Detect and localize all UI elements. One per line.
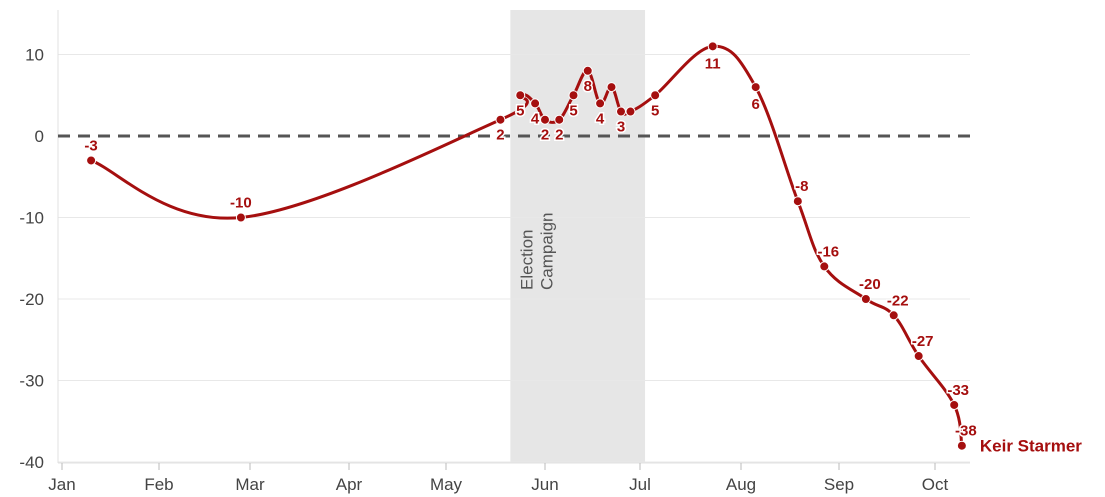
- data-point: [949, 399, 960, 410]
- data-point: [625, 106, 636, 117]
- data-label: 3: [617, 119, 625, 136]
- data-label: 4: [531, 110, 540, 127]
- data-label: -8: [795, 178, 808, 195]
- data-point: [515, 90, 526, 101]
- x-tick-label: Oct: [922, 475, 949, 494]
- x-tick-label: Mar: [235, 475, 265, 494]
- y-tick-label: 0: [35, 127, 44, 146]
- data-point: [750, 82, 761, 93]
- x-tick-label: Jan: [48, 475, 75, 494]
- y-tick-label: -40: [19, 453, 44, 472]
- data-label: -3: [84, 137, 97, 154]
- data-point: [568, 90, 579, 101]
- x-tick-label: May: [430, 475, 463, 494]
- data-point: [540, 114, 550, 125]
- data-point: [956, 440, 967, 451]
- series-name-label: Keir Starmer: [980, 437, 1082, 456]
- data-label: 5: [516, 102, 524, 119]
- x-tick-label: Jun: [531, 475, 558, 494]
- data-label: -22: [887, 292, 909, 309]
- data-label: -10: [230, 195, 252, 212]
- x-tick-label: Sep: [824, 475, 854, 494]
- y-tick-label: -20: [19, 290, 44, 309]
- data-point: [554, 114, 565, 125]
- data-label: 8: [584, 78, 592, 95]
- x-tick-label: Jul: [629, 475, 651, 494]
- data-point: [530, 98, 541, 109]
- x-tick-label: Feb: [144, 475, 173, 494]
- x-tick-label: Aug: [726, 475, 756, 494]
- data-point: [495, 114, 506, 125]
- data-point: [819, 261, 830, 272]
- data-label: -33: [947, 382, 969, 399]
- x-tick-label: Apr: [336, 475, 363, 494]
- y-tick-label: -30: [19, 372, 44, 391]
- data-label: 2: [555, 127, 563, 144]
- data-label: -20: [859, 276, 881, 293]
- data-point: [606, 82, 617, 93]
- data-point: [888, 310, 899, 321]
- data-point: [616, 106, 626, 117]
- data-point: [650, 90, 661, 101]
- band-label-line1: Election: [517, 230, 536, 290]
- band-label: ElectionCampaign: [517, 213, 556, 291]
- data-point: [913, 351, 924, 362]
- data-point: [582, 65, 593, 76]
- data-point: [860, 294, 871, 304]
- data-label: -38: [955, 423, 977, 440]
- data-point: [707, 41, 718, 52]
- y-tick-label: -10: [19, 209, 44, 228]
- data-label: 2: [496, 127, 504, 144]
- data-label: -16: [817, 243, 839, 260]
- data-label: 2: [541, 127, 549, 144]
- data-label: 5: [651, 102, 659, 119]
- data-label: 4: [596, 110, 605, 127]
- data-label: 11: [705, 55, 721, 72]
- data-label: 5: [569, 102, 577, 119]
- data-label: -27: [912, 333, 934, 350]
- data-point: [792, 196, 803, 207]
- data-label: 6: [752, 96, 760, 113]
- band-label-line2: Campaign: [537, 213, 556, 291]
- data-point: [86, 155, 97, 166]
- data-point: [595, 98, 606, 109]
- y-tick-label: 10: [25, 46, 44, 65]
- data-point: [235, 212, 246, 223]
